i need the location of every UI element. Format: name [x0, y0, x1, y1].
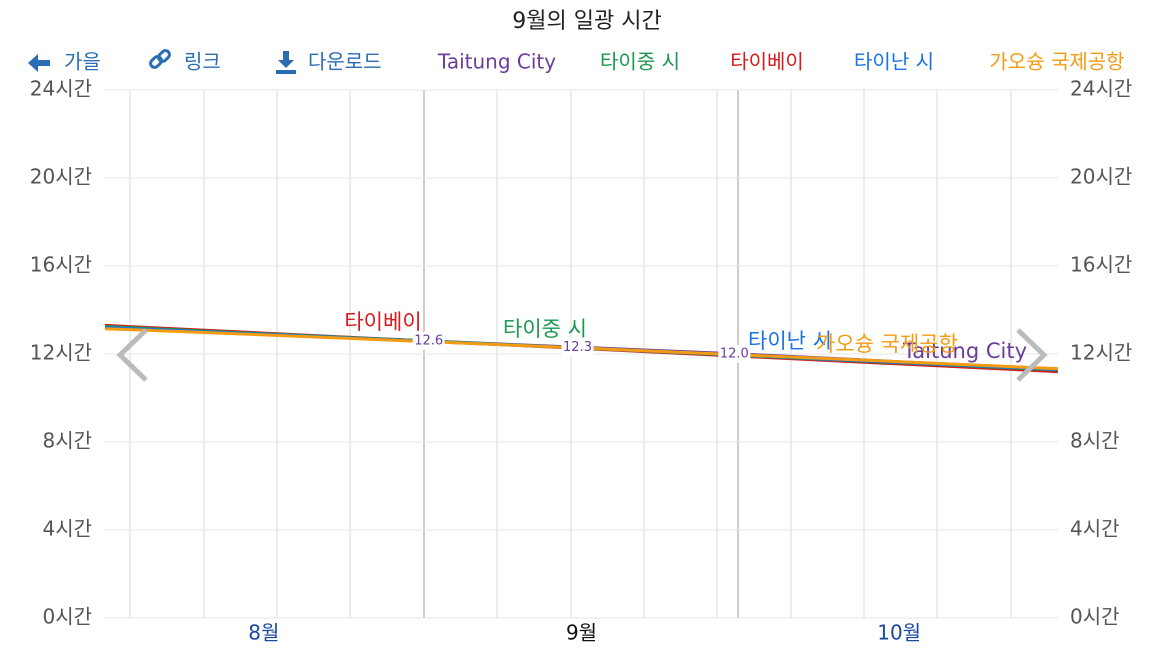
y-tick-label: 8시간	[42, 429, 92, 453]
y-tick-label: 24시간	[30, 77, 92, 101]
y-tick-label-right: 4시간	[1070, 517, 1120, 541]
next-arrow[interactable]	[1016, 328, 1048, 382]
x-tick-label: 8월	[248, 621, 279, 645]
grid: 0시간 0시간 4시간 4시간 8시간 8시간 12시간 12시간 16시간 16시간 20시간 20…	[30, 77, 1133, 645]
link-button[interactable]: 링크	[184, 50, 221, 74]
y-tick-label-right: 0시간	[1070, 605, 1120, 629]
value-label: 12.0	[720, 347, 749, 362]
legend-entry[interactable]: 타이난 시	[854, 50, 934, 74]
series-label: 가오슝 국제공항	[816, 332, 958, 356]
download-button[interactable]: 다운로드	[308, 50, 382, 74]
y-tick-label-right: 24시간	[1070, 77, 1132, 101]
value-label-bg	[561, 338, 594, 357]
y-tick-label-right: 12시간	[1070, 341, 1132, 365]
autumn-button[interactable]: 가을	[64, 50, 101, 74]
chart-title: 9월의 일광 시간	[512, 9, 661, 34]
x-tick-label: 10월	[877, 621, 921, 645]
value-label-bg	[412, 331, 445, 350]
legend-entry[interactable]: Taitung City	[437, 50, 556, 74]
y-tick-label-right: 8시간	[1070, 429, 1120, 453]
y-tick-label: 12시간	[30, 341, 92, 365]
legend-entry[interactable]: 타이베이	[730, 50, 804, 74]
toolbar: 가을 링크 다운로드	[28, 49, 382, 74]
y-tick-label: 20시간	[30, 165, 92, 189]
series-label: Taitung City	[902, 339, 1027, 363]
value-label-bg	[718, 345, 751, 363]
prev-arrow[interactable]	[116, 328, 148, 382]
link-icon[interactable]	[149, 49, 171, 69]
y-tick-label: 0시간	[42, 605, 92, 629]
value-label: 12.3	[563, 340, 592, 355]
x-tick-label: 9월	[566, 621, 597, 645]
series-label: 타이난 시	[748, 329, 832, 353]
legend-entry[interactable]: 타이중 시	[600, 50, 680, 74]
y-tick-label: 16시간	[30, 253, 92, 277]
y-tick-label: 4시간	[42, 517, 92, 541]
series-label: 타이중 시	[503, 317, 587, 341]
value-label: 12.6	[414, 333, 443, 348]
download-icon[interactable]	[276, 51, 296, 74]
y-tick-label-right: 16시간	[1070, 253, 1132, 277]
series-label: 타이베이	[344, 310, 421, 334]
legend-entry[interactable]: 가오슝 국제공항	[989, 50, 1124, 74]
y-tick-label-right: 20시간	[1070, 165, 1132, 189]
back-icon[interactable]	[28, 54, 50, 72]
